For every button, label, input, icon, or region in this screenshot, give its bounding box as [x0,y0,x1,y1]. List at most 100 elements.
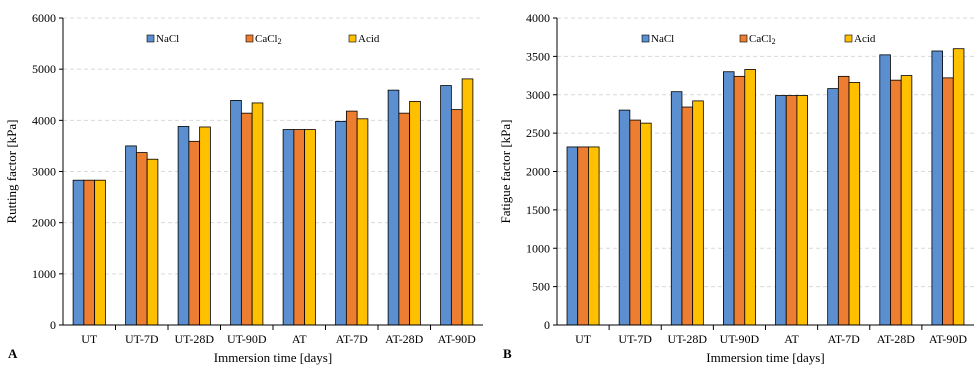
chart-b: 0 500 1000 1500 2000 2500 3000 3500 4000 UT UT-7D U… [498,11,974,365]
x-axis-title: Immersion time [days] [214,350,332,365]
bar-acid-at [304,129,316,326]
bar-nacl-at [775,95,787,326]
x-tick-label: UT [81,332,98,346]
bar-cacl2-at [785,95,798,326]
bar-nacl-ut-7d [125,145,137,326]
y-tick-label: 1500 [526,203,550,217]
bar-acid-ut [588,146,600,326]
y-tick-label: 3000 [526,88,550,102]
x-axis-title: Immersion time [days] [706,350,824,365]
x-tick-label: AT-7D [336,332,369,346]
legend-swatch-cacl2 [245,34,254,43]
y-tick-label: 0 [544,318,550,332]
bar-cacl2-at-7d [837,75,850,326]
x-tick-label: AT-28D [385,332,424,346]
x-tick-label: AT-90D [438,332,477,346]
chart-a: 0 1000 2000 3000 4000 5000 6000 UT UT-7D UT-28D UT… [4,11,483,365]
x-tick-label: AT-7D [828,332,861,346]
x-tick-label: UT [575,332,592,346]
x-tick-label: UT-7D [125,332,159,346]
y-axis-title: Rutting factor [kPa] [4,120,19,224]
legend-swatch-cacl2 [739,34,748,43]
bar-cacl2-ut-28d [188,140,201,326]
bar-nacl-ut-28d [177,126,190,326]
bar-acid-at-28d [409,101,421,326]
bar-nacl-at [282,129,295,326]
y-tick-label: 2000 [32,216,56,230]
bar-cacl2-ut-90d [240,112,253,326]
x-tick-label: AT-90D [929,332,968,346]
bar-nacl-ut-7d [618,109,631,326]
bar-nacl-ut-90d [723,71,735,326]
x-tick-label: UT-7D [618,332,652,346]
bar-acid-at [796,95,808,326]
panel-label: A [8,346,18,361]
bar-acid-ut-90d [251,102,264,326]
x-tick-label: UT-90D [720,332,760,346]
bar-acid-ut-7d [640,122,652,326]
legend-swatch-nacl [641,34,650,43]
bar-nacl-ut-28d [670,91,683,326]
bar-cacl2-at [293,129,306,326]
bar-cacl2-at-7d [345,110,358,326]
bar-acid-ut [94,179,106,326]
bar-cacl2-ut-7d [135,152,148,326]
legend-swatch-acid [844,34,853,43]
bar-nacl-at-7d [827,88,839,326]
legend-swatch-nacl [146,34,155,43]
legend-label-cacl2: CaCl2 [255,33,282,46]
legend-label-acid: Acid [854,33,876,45]
bar-nacl-at-90d [931,50,943,326]
legend-swatch-acid [348,34,357,43]
bar-acid-ut-28d [692,100,704,326]
bar-acid-ut-28d [199,126,211,326]
y-tick-label: 5000 [32,62,56,76]
y-tick-label: 3000 [32,165,56,179]
legend-label-nacl: NaCl [651,33,674,45]
bar-nacl-at-7d [335,120,347,326]
bar-cacl2-at-90d [942,77,954,326]
x-tick-label: UT-28D [668,332,708,346]
y-tick-label: 3500 [526,49,550,63]
legend-label-nacl: NaCl [156,33,179,45]
bar-cacl2-at-90d [450,109,463,326]
y-tick-label: 0 [50,318,56,332]
bar-acid-ut-7d [146,158,159,326]
y-tick-label: 2000 [526,165,550,179]
bar-cacl2-at-28d [890,79,902,326]
bar-nacl-ut [566,146,579,326]
x-tick-label: AT [784,332,799,346]
bar-cacl2-ut-90d [733,75,746,326]
bar-acid-at-7d [848,82,861,326]
bar-cacl2-at-28d [398,112,411,326]
y-tick-label: 4000 [32,113,56,127]
y-tick-label: 6000 [32,11,56,25]
bar-cacl2-ut [83,179,96,326]
bar-nacl-at-28d [879,54,891,326]
bar-nacl-at-90d [440,85,452,326]
y-tick-label: 2500 [526,126,550,140]
bar-cacl2-ut-28d [681,106,694,326]
x-tick-label: UT-90D [227,332,267,346]
bar-nacl-at-28d [387,89,400,326]
bar-cacl2-ut [577,146,589,326]
y-tick-label: 500 [532,280,550,294]
bar-acid-at-7d [356,118,369,326]
y-tick-label: 1000 [526,241,550,255]
bar-acid-at-90d [461,78,474,326]
bar-acid-ut-90d [744,69,756,326]
bar-acid-at-90d [952,48,965,326]
y-axis-title: Fatigue factor [kPa] [498,120,513,224]
bar-nacl-ut [72,179,85,326]
bar-acid-at-28d [900,75,913,326]
y-tick-label: 1000 [32,267,56,281]
panel-label: B [503,346,512,361]
x-tick-label: UT-28D [174,332,214,346]
bar-cacl2-ut-7d [629,119,641,326]
bar-nacl-ut-90d [230,99,242,326]
y-tick-label: 4000 [526,11,550,25]
legend-label-acid: Acid [358,33,380,45]
legend-label-cacl2: CaCl2 [749,33,776,46]
x-tick-label: AT-28D [877,332,916,346]
